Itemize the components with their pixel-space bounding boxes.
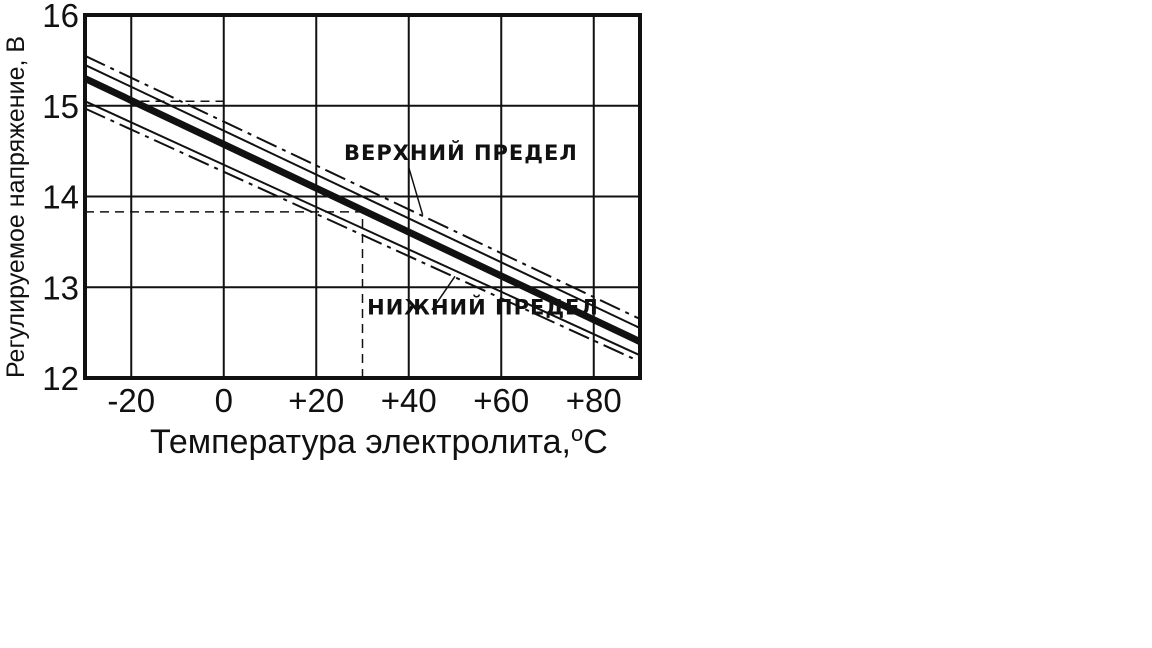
temperature-voltage-chart: 12 13 14 15 16 -20 0 +20 +40 +60 +80 Регулируемое…	[2, 0, 642, 461]
annotation-1: НИЖНИЙ ПРЕДЕЛ	[367, 294, 599, 319]
series-lines	[83, 54, 642, 363]
series-line-thick-solid	[83, 75, 642, 345]
y-tick-label-0: 12	[42, 360, 79, 397]
plot-frame	[83, 13, 642, 380]
y-tick-label-1: 13	[42, 269, 79, 306]
x-tick-label-1: 0	[215, 382, 233, 419]
series-line-thin-solid-upper	[84, 64, 641, 329]
x-axis-label-degree: o	[571, 421, 583, 446]
y-tick-label-4: 16	[42, 0, 79, 34]
x-axis-label: Температура электролита,oC	[150, 421, 608, 461]
y-tick-labels: 12 13 14 15 16	[42, 0, 79, 397]
x-axis-label-text: Температура электролита,	[150, 423, 571, 461]
annotation-leader-lower	[431, 275, 456, 311]
x-axis-label-unit: C	[583, 423, 608, 461]
y-axis-label: Регулируемое напряжение, В	[2, 36, 30, 378]
x-tick-label-3: +40	[381, 382, 437, 419]
x-tick-labels: -20 0 +20 +40 +60 +80	[107, 382, 621, 419]
x-tick-label-4: +60	[473, 382, 529, 419]
x-tick-label-5: +80	[566, 382, 622, 419]
x-tick-label-2: +20	[288, 382, 344, 419]
annotations: ВЕРХНИЙ ПРЕДЕЛ НИЖНИЙ ПРЕДЕЛ	[344, 140, 599, 319]
x-tick-label-0: -20	[107, 382, 155, 419]
series-line-dashdot-lower	[84, 107, 641, 363]
y-tick-label-3: 15	[42, 88, 79, 125]
series-line-dashdot-upper	[84, 54, 641, 320]
y-tick-label-2: 14	[42, 179, 79, 216]
annotation-leader-upper	[408, 167, 424, 215]
reference-lines	[85, 100, 364, 378]
annotation-0: ВЕРХНИЙ ПРЕДЕЛ	[344, 140, 578, 165]
series-line-thin-solid-lower	[84, 100, 641, 357]
